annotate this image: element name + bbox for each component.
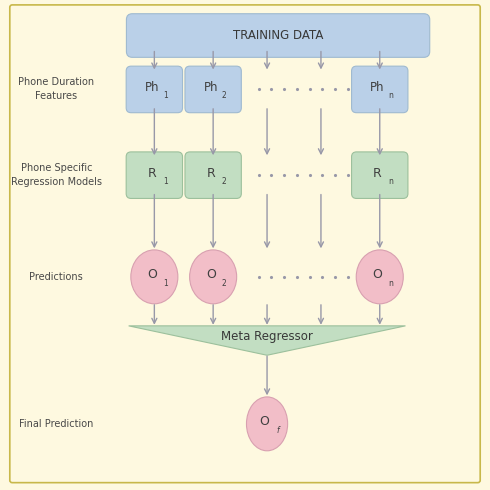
Text: O: O xyxy=(206,268,216,281)
FancyBboxPatch shape xyxy=(126,14,430,57)
Text: O: O xyxy=(260,415,270,428)
Text: R: R xyxy=(373,167,382,180)
Text: n: n xyxy=(388,91,393,100)
FancyBboxPatch shape xyxy=(126,66,182,113)
Text: 2: 2 xyxy=(221,177,226,186)
Text: R: R xyxy=(206,167,215,180)
Text: O: O xyxy=(372,268,382,281)
Text: 1: 1 xyxy=(163,279,168,288)
Polygon shape xyxy=(128,326,406,355)
Ellipse shape xyxy=(131,250,178,304)
Text: O: O xyxy=(147,268,157,281)
Text: Predictions: Predictions xyxy=(29,272,83,282)
Text: Final Prediction: Final Prediction xyxy=(19,419,94,429)
FancyBboxPatch shape xyxy=(352,152,408,198)
FancyBboxPatch shape xyxy=(185,66,241,113)
Ellipse shape xyxy=(190,250,237,304)
Ellipse shape xyxy=(356,250,403,304)
Text: 2: 2 xyxy=(221,279,226,288)
Text: n: n xyxy=(388,177,393,186)
Text: TRAINING DATA: TRAINING DATA xyxy=(233,29,323,42)
Text: 1: 1 xyxy=(163,91,168,100)
Text: Ph: Ph xyxy=(145,81,159,94)
Text: Phone Specific
Regression Models: Phone Specific Regression Models xyxy=(11,163,102,187)
Text: Ph: Ph xyxy=(370,81,385,94)
Text: f: f xyxy=(276,426,279,435)
Text: Ph: Ph xyxy=(203,81,218,94)
FancyBboxPatch shape xyxy=(185,152,241,198)
Text: Meta Regressor: Meta Regressor xyxy=(221,330,313,343)
Ellipse shape xyxy=(246,397,288,451)
FancyBboxPatch shape xyxy=(126,152,182,198)
FancyBboxPatch shape xyxy=(10,5,480,483)
Text: R: R xyxy=(147,167,156,180)
FancyBboxPatch shape xyxy=(352,66,408,113)
Text: 2: 2 xyxy=(221,91,226,100)
Text: n: n xyxy=(388,279,393,288)
Text: 1: 1 xyxy=(163,177,168,186)
Text: Phone Duration
Features: Phone Duration Features xyxy=(18,77,95,101)
